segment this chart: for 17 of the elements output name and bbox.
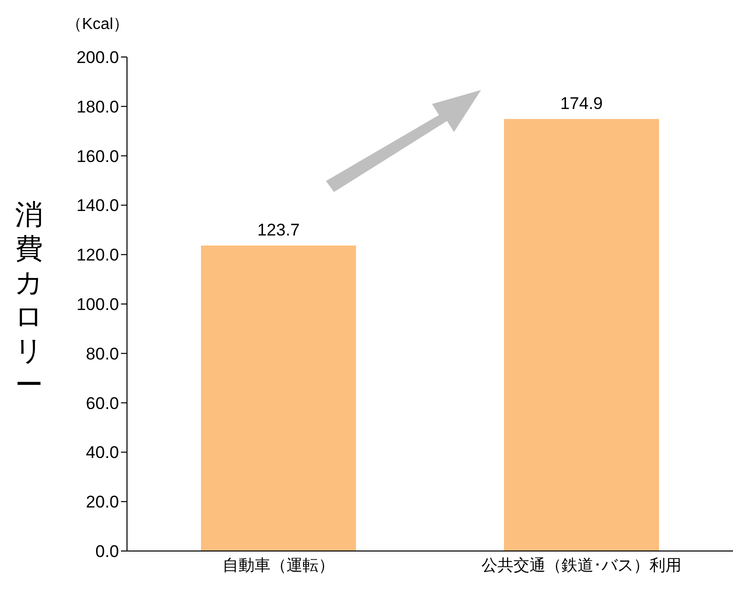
y-tick-label: 140.0 (76, 196, 119, 216)
y-tick-label: 100.0 (76, 295, 119, 314)
x-tick-label: 公共交通（鉄道･バス）利用 (482, 556, 682, 574)
y-tick-label: 180.0 (76, 97, 119, 116)
y-tick-label: 200.0 (76, 48, 119, 68)
text: （Kcal） (66, 15, 130, 35)
y-tick-label: 120.0 (76, 246, 119, 265)
y-tick-label: 0.0 (95, 542, 119, 562)
y-tick-label: 80.0 (86, 344, 119, 364)
y-tick-label: 60.0 (86, 394, 119, 413)
data-label: 123.7 (257, 220, 300, 240)
y-tick-label: 40.0 (86, 443, 119, 462)
x-tick-label: 自動車（運転） (222, 556, 334, 574)
y-tick-label: 20.0 (86, 492, 119, 512)
data-label: 174.9 (560, 94, 603, 113)
y-axis-title: 消費カロリー (14, 198, 44, 402)
y-tick-label: 160.0 (76, 146, 119, 166)
